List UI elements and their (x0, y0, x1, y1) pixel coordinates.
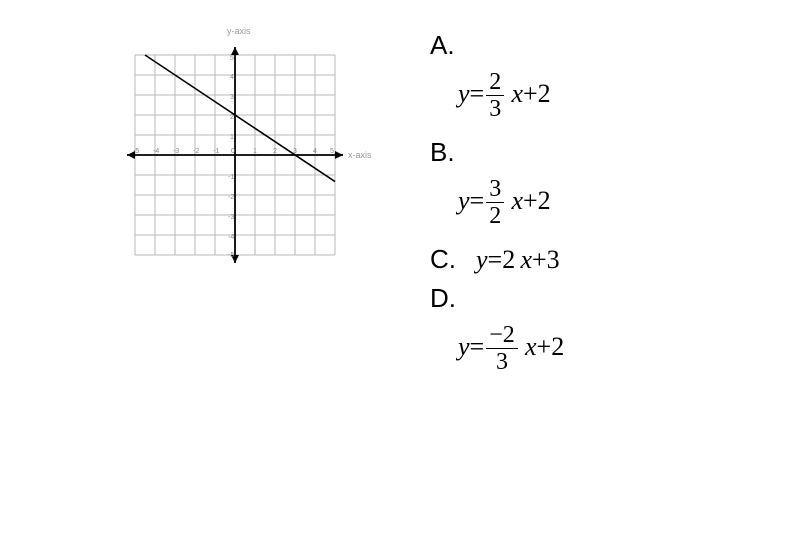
option-d-equation: y=−23 x+2 (430, 322, 770, 376)
svg-text:-4: -4 (153, 148, 159, 155)
option-a: A. y=23 x+2 (430, 30, 770, 123)
graph-panel: y-axis x-axis -5-4-3 -2-10 123 45 543 21… (0, 0, 400, 546)
plotted-line (145, 55, 335, 182)
svg-text:-2: -2 (228, 194, 234, 201)
option-b-equation: y=32 x+2 (430, 176, 770, 230)
y-axis-label: y-axis (227, 26, 251, 36)
svg-text:5: 5 (330, 148, 334, 155)
svg-text:-3: -3 (173, 148, 179, 155)
svg-text:4: 4 (230, 74, 234, 81)
svg-text:-4: -4 (228, 234, 234, 241)
svg-text:2: 2 (230, 114, 234, 121)
svg-text:2: 2 (273, 148, 277, 155)
svg-text:-1: -1 (228, 174, 234, 181)
svg-text:-3: -3 (228, 214, 234, 221)
svg-text:-5: -5 (133, 148, 139, 155)
option-a-letter: A. (430, 30, 770, 61)
main-container: y-axis x-axis -5-4-3 -2-10 123 45 543 21… (0, 0, 800, 546)
svg-text:3: 3 (230, 94, 234, 101)
svg-text:-1: -1 (213, 148, 219, 155)
option-b: B. y=32 x+2 (430, 137, 770, 230)
option-c: C. y=2 x+3 (430, 244, 770, 283)
option-d: D. y=−23 x+2 (430, 283, 770, 376)
svg-text:0: 0 (231, 148, 235, 155)
svg-text:4: 4 (313, 148, 317, 155)
coordinate-graph: y-axis x-axis -5-4-3 -2-10 123 45 543 21… (115, 20, 375, 280)
svg-text:-5: -5 (228, 252, 234, 259)
svg-text:5: 5 (230, 55, 234, 62)
option-b-letter: B. (430, 137, 770, 168)
x-axis-label: x-axis (348, 150, 372, 160)
option-d-letter: D. (430, 283, 770, 314)
svg-text:1: 1 (230, 134, 234, 141)
option-c-equation: y=2 x+3 (476, 245, 560, 275)
svg-text:-2: -2 (193, 148, 199, 155)
answer-options: A. y=23 x+2 B. y=32 x+2 C. y=2 x+3 D. y=… (400, 0, 800, 546)
svg-text:1: 1 (253, 148, 257, 155)
option-a-equation: y=23 x+2 (430, 69, 770, 123)
option-c-letter: C. (430, 244, 456, 275)
